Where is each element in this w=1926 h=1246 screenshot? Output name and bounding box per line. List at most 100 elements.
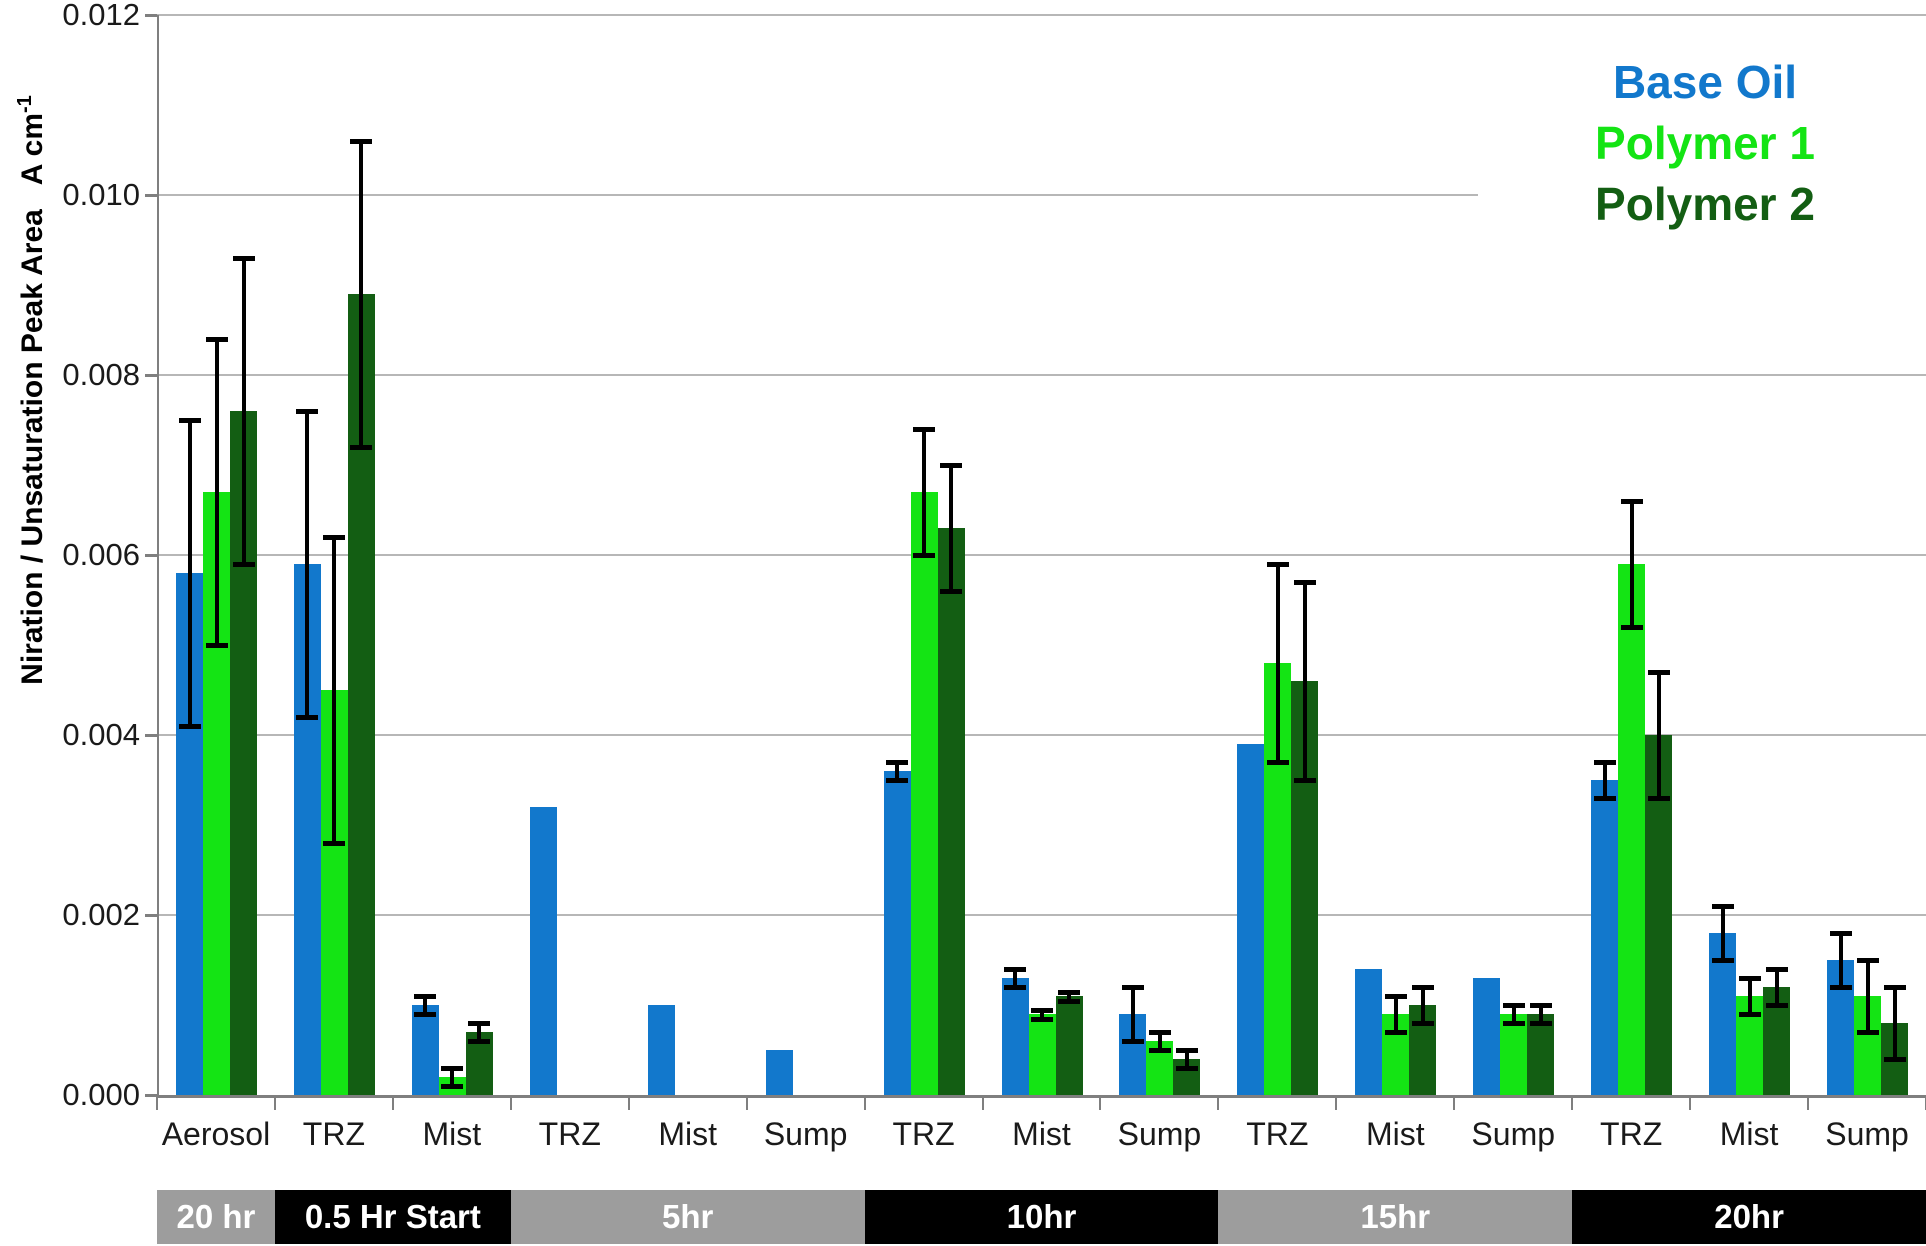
error-bar	[1067, 991, 1072, 1001]
gridline	[157, 914, 1926, 916]
error-bar-cap-top	[1829, 931, 1852, 936]
category-label: TRZ	[1246, 1116, 1309, 1152]
error-bar-cap-top	[323, 535, 346, 540]
bar-base-oil	[1237, 744, 1265, 1095]
error-bar-cap-bottom	[1829, 985, 1852, 990]
error-bar	[1656, 672, 1661, 798]
category-label: TRZ	[302, 1116, 365, 1152]
error-bar-cap-top	[1620, 499, 1643, 504]
gridline	[157, 554, 1926, 556]
x-axis-tick	[391, 1095, 394, 1110]
bar-base-oil	[765, 1050, 793, 1095]
error-bar-cap-bottom	[886, 778, 909, 783]
error-bar-cap-bottom	[1647, 796, 1670, 801]
error-bar	[450, 1068, 455, 1086]
error-bar-cap-bottom	[323, 841, 346, 846]
time-band-label: 10hr	[1006, 1198, 1077, 1235]
error-bar	[1838, 933, 1843, 987]
x-axis-line	[157, 1095, 1926, 1098]
time-band: 5hr	[510, 1190, 865, 1244]
error-bar-cap-bottom	[178, 724, 201, 729]
y-axis-tick	[145, 554, 157, 557]
error-bar	[1538, 1005, 1543, 1023]
y-axis-unit-exponent: -1	[14, 95, 36, 113]
error-bar-cap-bottom	[1883, 1057, 1906, 1062]
category-label: TRZ	[538, 1116, 601, 1152]
bar-polymer-1	[1500, 1014, 1528, 1095]
error-bar-cap-bottom	[414, 1012, 437, 1017]
error-bar-cap-bottom	[468, 1039, 491, 1044]
x-axis-tick	[1217, 1095, 1220, 1110]
y-tick-label: 0.004	[62, 717, 140, 752]
gridline	[157, 374, 1926, 376]
error-bar	[1511, 1005, 1516, 1023]
error-bar-cap-bottom	[1004, 985, 1027, 990]
bar-polymer-1	[910, 492, 938, 1095]
error-bar-cap-top	[940, 463, 963, 468]
y-axis-tick	[145, 734, 157, 737]
error-bar-cap-top	[178, 418, 201, 423]
bar-base-oil	[529, 807, 557, 1095]
category-label: Mist	[1719, 1116, 1779, 1152]
x-axis-tick	[863, 1095, 866, 1110]
error-bar-cap-top	[1266, 562, 1289, 567]
time-band: 10hr	[864, 1190, 1219, 1244]
error-bar-cap-bottom	[1765, 1003, 1788, 1008]
error-bar-cap-bottom	[441, 1084, 464, 1089]
x-axis-tick	[1335, 1095, 1338, 1110]
error-bar-cap-bottom	[1738, 1012, 1761, 1017]
error-bar-cap-top	[1121, 985, 1144, 990]
category-label: Sump	[763, 1116, 848, 1152]
legend-item-base-oil: Base Oil	[1612, 56, 1798, 108]
error-bar-cap-top	[886, 760, 909, 765]
error-bar-cap-bottom	[1593, 796, 1616, 801]
error-bar-cap-top	[232, 256, 255, 261]
x-axis-tick	[1689, 1095, 1692, 1110]
error-bar-cap-top	[1031, 1007, 1054, 1013]
category-label: Sump	[1825, 1116, 1909, 1152]
error-bar-cap-bottom	[1856, 1030, 1879, 1035]
error-bar-cap-bottom	[940, 589, 963, 594]
legend-item-polymer-2: Polymer 2	[1595, 178, 1815, 230]
error-bar-cap-bottom	[350, 445, 373, 450]
error-bar-cap-bottom	[232, 562, 255, 567]
bar-polymer-2	[937, 528, 965, 1095]
error-bar-cap-top	[1411, 985, 1434, 990]
y-axis-tick	[145, 914, 157, 917]
error-bar-cap-bottom	[1148, 1048, 1171, 1053]
y-tick-label: 0.010	[62, 177, 140, 212]
error-bar	[1720, 906, 1725, 960]
y-axis-unit: A cm	[16, 112, 49, 186]
category-label: Aerosol	[161, 1116, 271, 1152]
error-bar-cap-top	[1593, 760, 1616, 765]
error-bar	[1774, 969, 1779, 1005]
error-bar-cap-top	[1004, 967, 1027, 972]
error-bar-cap-top	[913, 427, 936, 432]
error-bar-cap-top	[296, 409, 319, 414]
category-label: Sump	[1117, 1116, 1202, 1152]
error-bar-cap-bottom	[1058, 998, 1081, 1004]
legend: Base Oil Polymer 1 Polymer 2	[1540, 52, 1870, 235]
bar-base-oil	[1473, 978, 1501, 1095]
x-axis-tick	[273, 1095, 276, 1110]
error-bar-cap-top	[1765, 967, 1788, 972]
error-bar	[895, 762, 900, 780]
error-bar-cap-top	[350, 139, 373, 144]
category-label: Sump	[1471, 1116, 1556, 1152]
error-bar	[305, 411, 310, 717]
y-tick-label: 0.002	[62, 897, 140, 932]
error-bar-cap-top	[441, 1066, 464, 1071]
error-bar	[332, 537, 337, 843]
bar-base-oil	[1001, 978, 1029, 1095]
y-axis-title: Niration / Unsaturation Peak Area A cm-1	[14, 60, 50, 720]
y-tick-label: 0.012	[62, 0, 140, 32]
error-bar-cap-bottom	[1384, 1030, 1407, 1035]
error-bar	[1302, 582, 1307, 780]
x-axis-tick	[1099, 1095, 1102, 1110]
bar-polymer-1	[1618, 564, 1646, 1095]
error-bar	[1420, 987, 1425, 1023]
time-band: 15hr	[1218, 1190, 1573, 1244]
time-band-label: 5hr	[662, 1198, 714, 1235]
y-axis-tick	[145, 194, 157, 197]
